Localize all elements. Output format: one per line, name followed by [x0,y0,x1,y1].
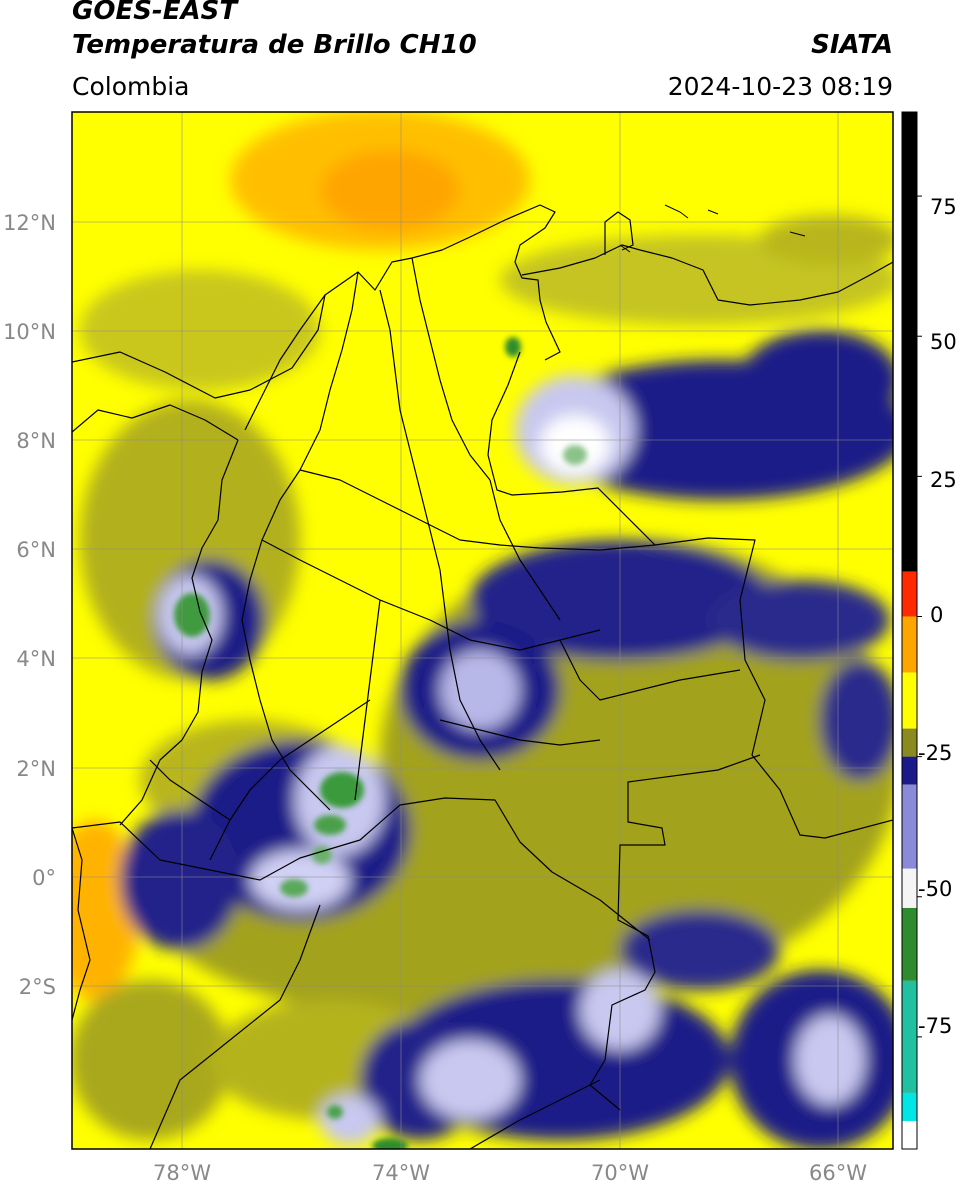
pacific-coast [119,439,239,826]
colorbar-label-minus50: -50 [918,877,952,901]
organization-label: SIATA [811,30,893,60]
panama-border [72,404,239,441]
colorbar-label-minus75: -75 [918,1014,952,1038]
colombia-brazil-border [589,754,761,1111]
lat-label-12n: 12°N [3,211,56,235]
lon-label-66w: 66°W [809,1161,867,1185]
colorbar-label-25: 25 [930,468,957,492]
colorbar-label-75: 75 [930,195,957,219]
colorbar-frame [901,111,918,1150]
internal-division-11 [439,719,601,746]
internal-division-4 [379,289,441,571]
internal-division-5 [261,539,601,651]
lat-label-10n: 10°N [3,320,56,344]
colorbar [901,111,922,1150]
internal-division-9 [439,569,501,771]
timestamp-label: 2024-10-23 08:19 [667,72,893,101]
colorbar-segment [902,728,917,757]
river-line [469,1079,601,1149]
lon-label-70w: 70°W [591,1161,649,1185]
longitude-labels: 78°W 74°W 70°W 66°W [153,1161,867,1185]
ecuador-coast [72,827,91,1021]
colorbar-segment [902,907,917,981]
colorbar-segment [902,616,917,673]
peru-line [149,904,321,1149]
region-label: Colombia [72,72,190,101]
internal-division-13 [149,759,231,821]
colombia-venezuela-border [487,351,893,839]
venezuela-coast [521,244,893,306]
colorbar-segment [902,672,917,729]
colorbar-label-0: 0 [930,603,943,627]
islands [619,204,806,253]
caribbean-coast [72,204,561,399]
internal-division-7 [241,619,331,811]
map-panel [72,112,893,1149]
colorbar-segment [902,756,917,785]
lon-label-74w: 74°W [372,1161,430,1185]
colombia-peru-border [72,797,651,941]
lon-label-78w: 78°W [153,1161,211,1185]
colorbar-label-50: 50 [930,330,957,354]
graticule [72,112,893,1149]
political-borders [72,204,893,1149]
map-frame [71,111,894,1150]
colorbar-labels: 75 50 25 0 -25 -50 -75 [918,195,957,1038]
internal-division-8 [354,599,381,801]
lat-label-8n: 8°N [16,429,56,453]
internal-division-3 [244,294,326,431]
lat-label-0: 0° [32,866,56,890]
colorbar-segment [902,1092,917,1121]
product-title: Temperatura de Brillo CH10 [72,30,477,60]
colorbar-segment [902,112,917,572]
colorbar-segment [902,980,917,1093]
colorbar-segment [902,784,917,869]
colorbar-segment [902,1120,917,1149]
lat-label-6n: 6°N [16,538,56,562]
internal-division-14 [489,479,561,621]
lat-label-2s: 2°S [19,975,56,999]
paraguana [604,211,634,255]
lat-label-2n: 2°N [16,757,56,781]
colorbar-label-minus25: -25 [918,741,952,765]
internal-division-2 [241,271,359,621]
internal-division-6 [299,469,656,551]
lat-label-4n: 4°N [16,647,56,671]
latitude-labels: 12°N 10°N 8°N 6°N 4°N 2°N 0° 2°S [3,211,56,999]
satellite-title: GOES-EAST [72,0,238,26]
cloud-field [72,112,893,1149]
cold-cores [174,337,587,1149]
internal-division-1 [411,257,491,481]
internal-division-10 [559,639,741,701]
colorbar-segment [902,868,917,908]
colorbar-segment [902,571,917,617]
